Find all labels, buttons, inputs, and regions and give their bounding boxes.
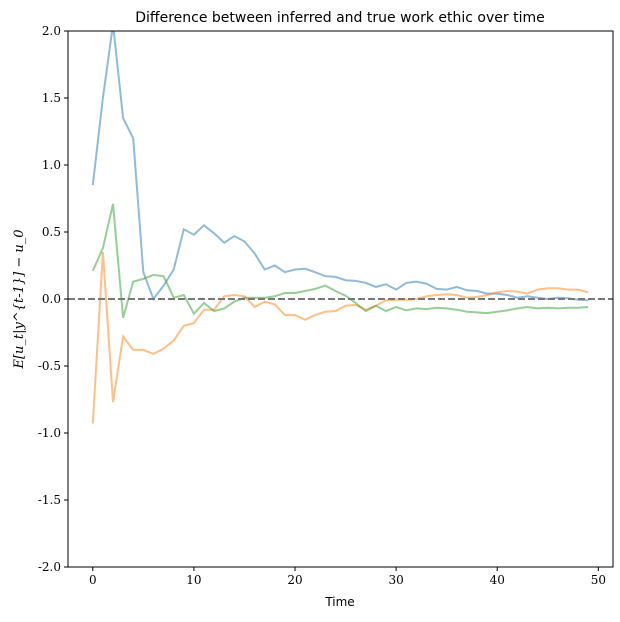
x-tick-label: 40 — [490, 573, 505, 587]
y-tick-label: -1.5 — [38, 493, 61, 507]
series-line-1 — [91, 31, 589, 302]
x-tick-label: 50 — [591, 573, 606, 587]
x-tick-label: 30 — [388, 573, 403, 587]
series-line-2 — [91, 252, 589, 424]
x-tick-label: 10 — [186, 573, 201, 587]
y-tick-label: -2.0 — [38, 560, 61, 574]
y-tick-label: 1.5 — [42, 91, 61, 105]
y-tick-label: -1.0 — [38, 426, 61, 440]
y-tick-label: 2.0 — [42, 24, 61, 38]
y-tick-label: 0.0 — [42, 292, 61, 306]
y-tick-label: -0.5 — [38, 359, 61, 373]
series-line-3 — [91, 203, 589, 319]
chart-title: Difference between inferred and true wor… — [135, 10, 544, 26]
y-axis-label: E[u_t|y^{t-1}] − u_0 — [12, 229, 27, 369]
x-tick-label: 20 — [287, 573, 302, 587]
x-axis-label: Time — [324, 595, 354, 609]
x-tick-label: 0 — [89, 573, 97, 587]
y-tick-label: 1.0 — [42, 158, 61, 172]
y-tick-label: 0.5 — [42, 225, 61, 239]
